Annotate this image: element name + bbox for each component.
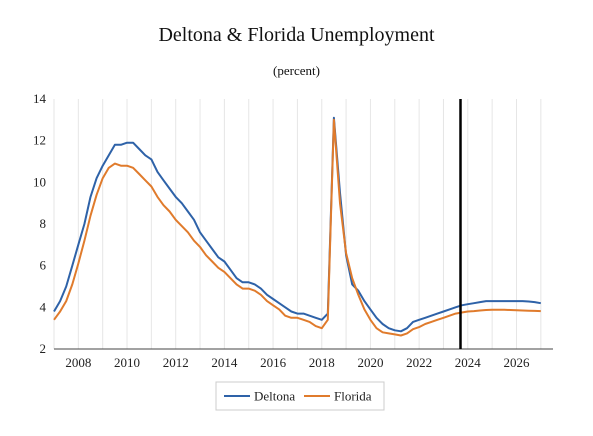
- x-tick-label: 2020: [357, 355, 383, 370]
- chart-title: Deltona & Florida Unemployment: [158, 24, 435, 46]
- x-tick-label: 2024: [455, 355, 482, 370]
- x-tick-label: 2008: [65, 355, 91, 370]
- y-tick-label: 2: [40, 341, 47, 356]
- legend-label-deltona: Deltona: [254, 389, 295, 404]
- x-tick-label: 2014: [211, 355, 238, 370]
- axes: 2 4 6 8 10 12 14 2008 2010 2012 2014 2016 2018 2020 20…: [33, 91, 553, 370]
- x-tick-label: 2018: [309, 355, 335, 370]
- y-tick-label: 4: [40, 299, 47, 314]
- y-tick-label: 12: [33, 133, 46, 148]
- legend-label-florida: Florida: [334, 389, 372, 404]
- x-tick-label: 2022: [406, 355, 432, 370]
- chart-subtitle: (percent): [273, 63, 320, 78]
- x-tick-label: 2010: [114, 355, 140, 370]
- legend: Deltona Florida: [215, 381, 385, 411]
- y-tick-label: 8: [40, 216, 47, 231]
- grid: [53, 99, 542, 349]
- y-tick-label: 10: [33, 174, 46, 189]
- y-tick-label: 14: [33, 91, 47, 106]
- y-tick-label: 6: [40, 258, 47, 273]
- x-tick-label: 2016: [260, 355, 287, 370]
- x-tick-label: 2026: [503, 355, 530, 370]
- x-tick-label: 2012: [163, 355, 189, 370]
